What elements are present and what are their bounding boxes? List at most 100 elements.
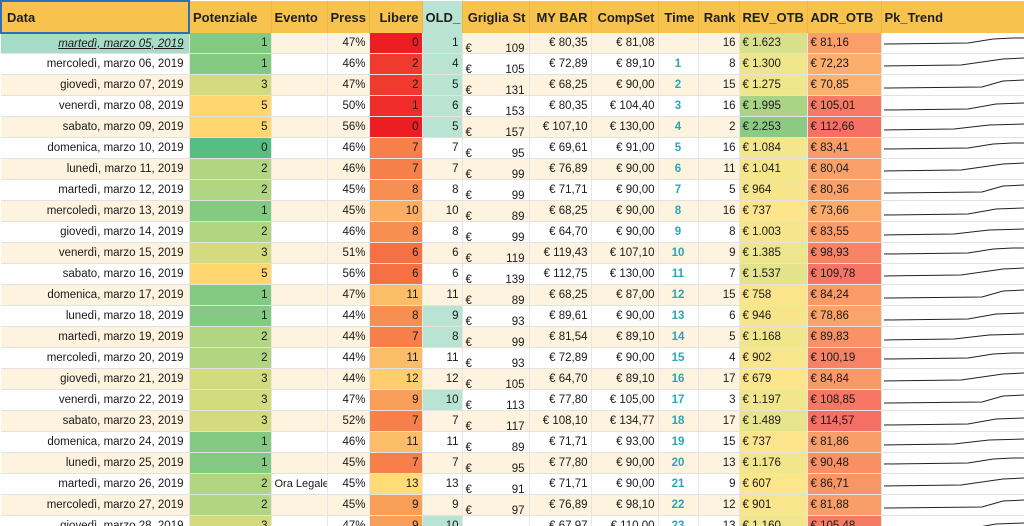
cell-compset[interactable]: € 90,00 bbox=[591, 200, 659, 222]
cell-evento[interactable] bbox=[271, 263, 328, 285]
cell-rank[interactable]: 15 bbox=[698, 431, 740, 453]
cell-press[interactable]: 47% bbox=[327, 74, 370, 96]
cell-adr[interactable]: € 108,85 bbox=[807, 389, 882, 411]
cell-time[interactable]: 18 bbox=[658, 410, 699, 432]
cell-rev[interactable]: € 1.275 bbox=[739, 74, 808, 96]
cell-mybar[interactable]: € 67,97 bbox=[529, 515, 592, 526]
cell-evento[interactable] bbox=[271, 284, 328, 306]
cell-rev[interactable]: € 607 bbox=[739, 473, 808, 495]
cell-rank[interactable]: 9 bbox=[698, 473, 740, 495]
cell-adr[interactable]: € 83,55 bbox=[807, 221, 882, 243]
cell-press[interactable]: 47% bbox=[327, 33, 370, 54]
column-header-rev[interactable]: REV_OTB bbox=[739, 1, 808, 33]
cell-data[interactable]: domenica, marzo 24, 2019 bbox=[1, 431, 190, 453]
cell-compset[interactable]: € 90,00 bbox=[591, 179, 659, 201]
cell-press[interactable]: 47% bbox=[327, 389, 370, 411]
cell-mybar[interactable]: € 107,10 bbox=[529, 116, 592, 138]
cell-griglia[interactable]: €139 bbox=[462, 263, 530, 285]
cell-potenziale[interactable]: 1 bbox=[189, 305, 272, 327]
cell-time[interactable]: 16 bbox=[658, 368, 699, 390]
cell-compset[interactable]: € 104,40 bbox=[591, 95, 659, 117]
cell-compset[interactable]: € 90,00 bbox=[591, 158, 659, 180]
cell-compset[interactable]: € 91,00 bbox=[591, 137, 659, 159]
cell-time[interactable]: 6 bbox=[658, 158, 699, 180]
cell-time[interactable]: 5 bbox=[658, 137, 699, 159]
cell-potenziale[interactable]: 1 bbox=[189, 452, 272, 474]
cell-data[interactable]: domenica, marzo 17, 2019 bbox=[1, 284, 190, 306]
cell-time[interactable]: 14 bbox=[658, 326, 699, 348]
cell-mybar[interactable]: € 71,71 bbox=[529, 179, 592, 201]
cell-old[interactable]: 9 bbox=[422, 494, 463, 516]
cell-mybar[interactable]: € 72,89 bbox=[529, 53, 592, 75]
cell-libere[interactable]: 6 bbox=[369, 263, 423, 285]
cell-mybar[interactable]: € 72,89 bbox=[529, 347, 592, 369]
cell-libere[interactable]: 1 bbox=[369, 95, 423, 117]
cell-rank[interactable]: 11 bbox=[698, 158, 740, 180]
cell-potenziale[interactable]: 2 bbox=[189, 158, 272, 180]
cell-time[interactable]: 3 bbox=[658, 95, 699, 117]
cell-adr[interactable]: € 109,78 bbox=[807, 263, 882, 285]
cell-libere[interactable]: 2 bbox=[369, 53, 423, 75]
cell-griglia[interactable]: €95 bbox=[462, 137, 530, 159]
cell-old[interactable]: 13 bbox=[422, 473, 463, 495]
cell-griglia[interactable]: €99 bbox=[462, 158, 530, 180]
cell-pk-trend-sparkline[interactable] bbox=[881, 221, 1024, 243]
cell-libere[interactable]: 9 bbox=[369, 389, 423, 411]
cell-rank[interactable]: 12 bbox=[698, 494, 740, 516]
cell-old[interactable]: 6 bbox=[422, 242, 463, 264]
cell-compset[interactable]: € 130,00 bbox=[591, 116, 659, 138]
cell-pk-trend-sparkline[interactable] bbox=[881, 515, 1024, 526]
cell-rev[interactable]: € 901 bbox=[739, 494, 808, 516]
cell-old[interactable]: 11 bbox=[422, 347, 463, 369]
cell-pk-trend-sparkline[interactable] bbox=[881, 200, 1024, 222]
cell-potenziale[interactable]: 3 bbox=[189, 242, 272, 264]
cell-griglia[interactable]: €119 bbox=[462, 242, 530, 264]
column-header-potenziale[interactable]: Potenziale bbox=[189, 1, 272, 33]
cell-potenziale[interactable]: 2 bbox=[189, 494, 272, 516]
cell-adr[interactable]: € 72,23 bbox=[807, 53, 882, 75]
column-header-libere[interactable]: Libere bbox=[369, 1, 423, 33]
cell-old[interactable]: 6 bbox=[422, 95, 463, 117]
cell-data[interactable]: martedì, marzo 05, 2019 bbox=[1, 33, 190, 54]
cell-pk-trend-sparkline[interactable] bbox=[881, 410, 1024, 432]
cell-rank[interactable]: 16 bbox=[698, 200, 740, 222]
column-header-rank[interactable]: Rank bbox=[698, 1, 740, 33]
cell-griglia[interactable]: €93 bbox=[462, 305, 530, 327]
cell-adr[interactable]: € 90,48 bbox=[807, 452, 882, 474]
cell-griglia[interactable]: €105 bbox=[462, 368, 530, 390]
cell-time[interactable]: 8 bbox=[658, 200, 699, 222]
cell-compset[interactable]: € 105,00 bbox=[591, 389, 659, 411]
column-header-press[interactable]: Press bbox=[327, 1, 370, 33]
cell-mybar[interactable]: € 112,75 bbox=[529, 263, 592, 285]
cell-old[interactable]: 7 bbox=[422, 452, 463, 474]
cell-data[interactable]: mercoledì, marzo 06, 2019 bbox=[1, 53, 190, 75]
cell-old[interactable]: 7 bbox=[422, 410, 463, 432]
cell-data[interactable]: mercoledì, marzo 20, 2019 bbox=[1, 347, 190, 369]
cell-old[interactable]: 1 bbox=[422, 33, 463, 54]
cell-evento[interactable] bbox=[271, 347, 328, 369]
cell-rank[interactable]: 13 bbox=[698, 452, 740, 474]
cell-evento[interactable] bbox=[271, 53, 328, 75]
cell-rank[interactable]: 9 bbox=[698, 242, 740, 264]
cell-press[interactable]: 46% bbox=[327, 158, 370, 180]
cell-rev[interactable]: € 1.084 bbox=[739, 137, 808, 159]
column-header-mybar[interactable]: MY BAR bbox=[529, 1, 592, 33]
cell-data[interactable]: martedì, marzo 12, 2019 bbox=[1, 179, 190, 201]
cell-mybar[interactable]: € 68,25 bbox=[529, 200, 592, 222]
cell-old[interactable]: 5 bbox=[422, 116, 463, 138]
cell-mybar[interactable]: € 68,25 bbox=[529, 284, 592, 306]
cell-griglia[interactable]: €109 bbox=[462, 33, 530, 54]
cell-rank[interactable]: 17 bbox=[698, 368, 740, 390]
cell-mybar[interactable]: € 81,54 bbox=[529, 326, 592, 348]
cell-adr[interactable]: € 81,16 bbox=[807, 33, 882, 54]
cell-evento[interactable] bbox=[271, 305, 328, 327]
cell-mybar[interactable]: € 64,70 bbox=[529, 221, 592, 243]
cell-griglia[interactable]: €93 bbox=[462, 347, 530, 369]
cell-adr[interactable]: € 83,41 bbox=[807, 137, 882, 159]
column-header-time[interactable]: Time bbox=[658, 1, 699, 33]
cell-time[interactable]: 4 bbox=[658, 116, 699, 138]
cell-adr[interactable]: € 105,01 bbox=[807, 95, 882, 117]
cell-mybar[interactable]: € 108,10 bbox=[529, 410, 592, 432]
cell-potenziale[interactable]: 1 bbox=[189, 33, 272, 54]
cell-rev[interactable]: € 1.160 bbox=[739, 515, 808, 526]
